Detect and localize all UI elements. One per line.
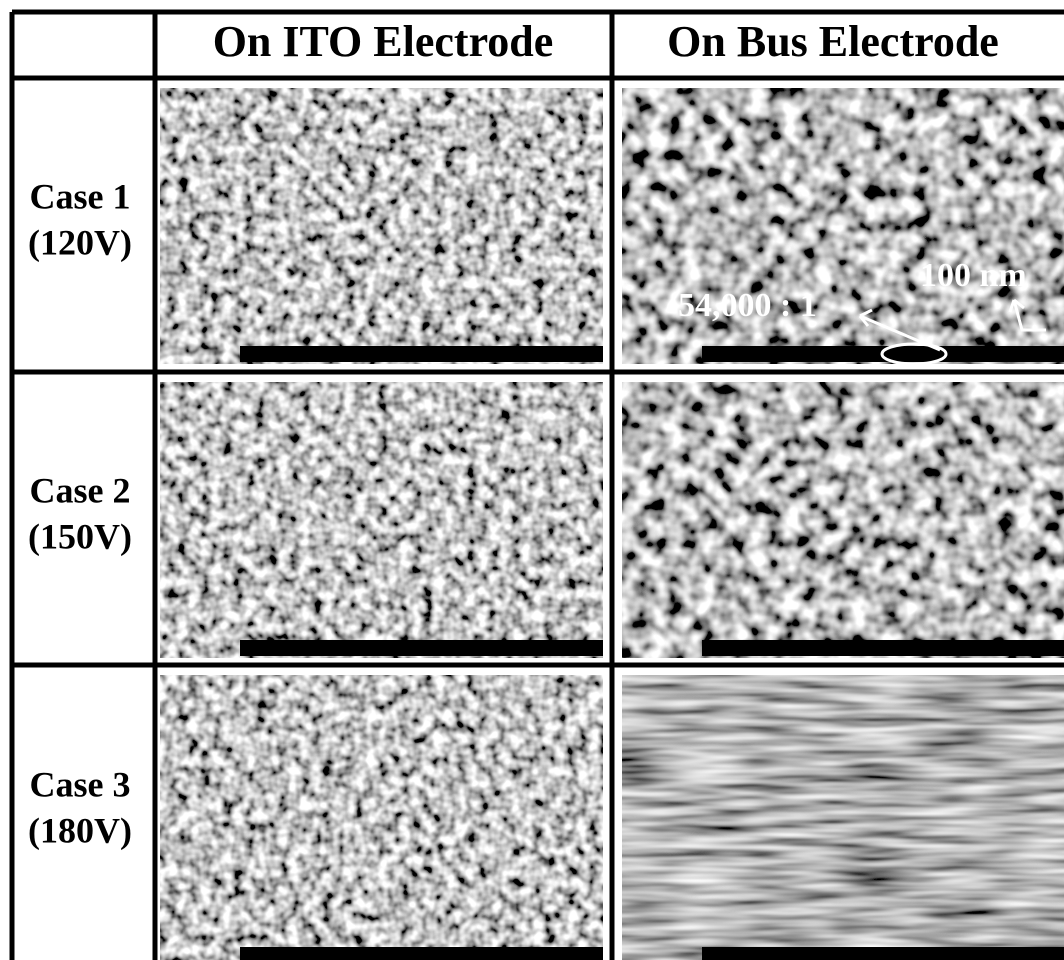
row-labels: Case 1 (120V) Case 2 (150V) Case 3 (180V) xyxy=(28,176,132,850)
case-label: Case 1 xyxy=(30,176,131,216)
column-header: On Bus Electrode xyxy=(667,17,999,66)
voltage-label: (150V) xyxy=(28,516,132,556)
scale-strip xyxy=(702,640,1064,656)
scale-strip xyxy=(240,640,603,656)
sem-image xyxy=(160,382,603,658)
sem-image xyxy=(622,382,1064,658)
case-label: Case 2 xyxy=(30,470,131,510)
case-label: Case 3 xyxy=(30,764,131,804)
scale-strip xyxy=(240,947,603,960)
figure: On ITO Electrode On Bus Electrode Case 1… xyxy=(0,0,1064,960)
sem-image xyxy=(160,88,603,364)
magnification-annotation: 54,000 : 1 xyxy=(678,287,817,324)
scale-annotation: 100 nm xyxy=(920,257,1027,294)
sem-image xyxy=(160,675,603,960)
column-header: On ITO Electrode xyxy=(213,17,554,66)
voltage-label: (180V) xyxy=(28,810,132,850)
scale-strip xyxy=(702,947,1064,960)
voltage-label: (120V) xyxy=(28,222,132,262)
scale-strip xyxy=(240,346,603,362)
sem-image xyxy=(622,675,1064,960)
